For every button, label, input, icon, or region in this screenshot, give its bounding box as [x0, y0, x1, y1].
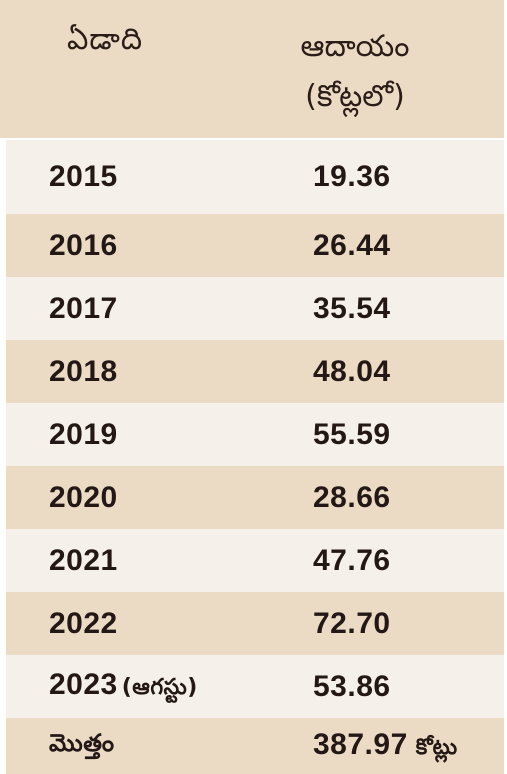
table-row: 2023 (ఆగస్టు) 53.86 — [6, 655, 504, 718]
row-value: 19.36 — [313, 160, 391, 193]
row-year: 2017 — [49, 291, 118, 325]
row-value: 47.76 — [313, 543, 391, 577]
table-header: ఏడాది ఆదాయం (కోట్లలో) — [0, 0, 504, 138]
header-revenue-unit: (కోట్లలో) — [305, 79, 405, 114]
row-year: 2018 — [49, 354, 118, 388]
table-row: 2017 35.54 — [6, 277, 504, 340]
total-label: మొత్తం — [49, 729, 115, 757]
header-year: ఏడాది — [66, 22, 144, 57]
table-row: 2020 28.66 — [6, 466, 504, 529]
table-row: 2021 47.76 — [6, 529, 504, 592]
table-row: 2019 55.59 — [6, 403, 504, 466]
row-value: 53.86 — [313, 669, 391, 703]
table-row: 2022 72.70 — [6, 592, 504, 655]
row-year: 2023 (ఆగస్టు) — [49, 668, 198, 701]
row-year: 2016 — [49, 228, 118, 262]
row-year: 2021 — [49, 543, 118, 577]
row-value: 28.66 — [313, 480, 391, 514]
table-row: 2015 19.36 — [6, 140, 504, 214]
total-value: 387.97 కోట్లు — [313, 727, 458, 761]
table-row: 2016 26.44 — [6, 214, 504, 277]
header-revenue-label: ఆదాయం — [300, 29, 410, 64]
row-year-note: (ఆగస్టు) — [121, 675, 198, 700]
row-value: 26.44 — [313, 228, 391, 262]
header-revenue: ఆదాయం (కోట్లలో) — [230, 22, 480, 122]
total-row: మొత్తం 387.97 కోట్లు — [6, 718, 504, 774]
row-value: 35.54 — [313, 291, 391, 325]
row-value: 55.59 — [313, 417, 391, 451]
row-value: 48.04 — [313, 354, 391, 388]
row-value: 72.70 — [313, 606, 391, 640]
total-unit: కోట్లు — [415, 734, 458, 760]
row-year: 2015 — [49, 160, 118, 193]
row-year: 2020 — [49, 480, 118, 514]
row-year: 2019 — [49, 417, 118, 451]
table-row: 2018 48.04 — [6, 340, 504, 403]
row-year: 2022 — [49, 606, 118, 640]
